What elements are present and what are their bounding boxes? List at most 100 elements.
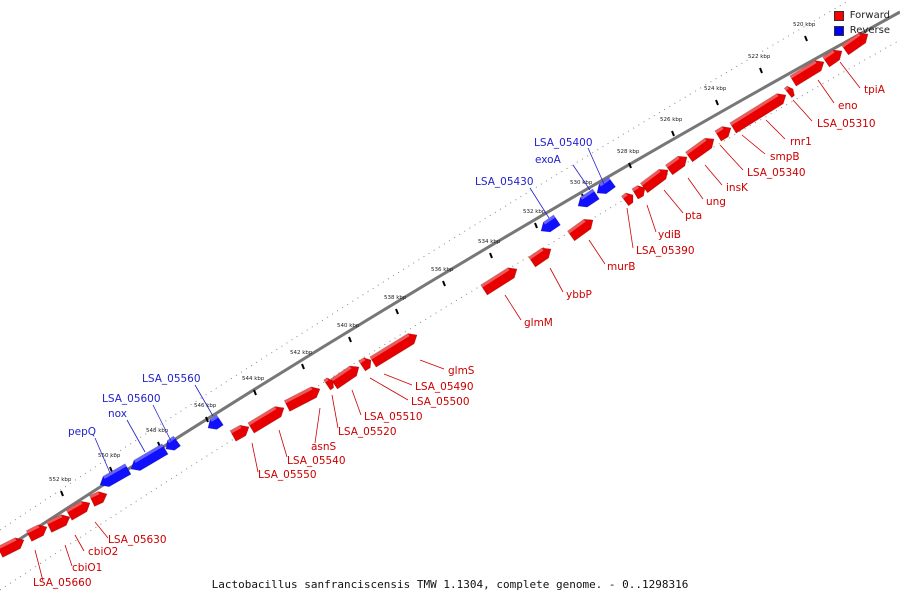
gene-arrow[interactable]: [247, 403, 287, 434]
gene-label[interactable]: exoA: [535, 154, 562, 166]
legend-item-reverse: Reverse: [833, 23, 890, 38]
gene-label[interactable]: pepQ: [68, 426, 96, 438]
gene-label[interactable]: LSA_05430: [475, 176, 534, 188]
gene-leader-line: [765, 119, 786, 140]
gene-leader-line: [839, 61, 861, 89]
gene-arrow[interactable]: [528, 244, 555, 268]
gene-label[interactable]: asnS: [311, 441, 337, 453]
figure-caption: Lactobacillus sanfranciscensis TMW 1.130…: [211, 578, 689, 591]
gene-arrow[interactable]: [538, 214, 561, 236]
gene-arrow[interactable]: [685, 134, 717, 163]
tick-mark: [109, 466, 113, 473]
gene-arrow[interactable]: [162, 435, 181, 454]
tick-mark: [442, 280, 446, 287]
gene-arrow[interactable]: [229, 422, 252, 442]
gene-label[interactable]: glmS: [448, 365, 475, 377]
tick-mark: [759, 67, 763, 74]
gene-leader-line: [278, 429, 288, 458]
gene-leader-line: [687, 177, 704, 200]
gene-arrow[interactable]: [729, 90, 789, 134]
gene-arrow[interactable]: [25, 522, 49, 542]
gene-arrow[interactable]: [620, 190, 636, 207]
gene-arrow[interactable]: [841, 29, 872, 56]
gene-arrow[interactable]: [665, 152, 690, 176]
gene-label[interactable]: LSA_05340: [747, 167, 806, 179]
gene-label[interactable]: tpiA: [864, 84, 886, 96]
tick-mark: [395, 308, 399, 315]
gene-arrow[interactable]: [97, 463, 132, 490]
gene-arrow[interactable]: [128, 443, 169, 474]
gene-label[interactable]: ung: [706, 196, 726, 208]
tick-label: 550 kbp: [98, 453, 121, 459]
gene-label[interactable]: LSA_05510: [364, 411, 423, 423]
gene-arrow[interactable]: [783, 84, 796, 99]
tick-mark: [628, 162, 632, 169]
gene-arrow[interactable]: [358, 355, 375, 372]
gene-label[interactable]: eno: [838, 100, 858, 112]
gene-label[interactable]: rnr1: [790, 136, 812, 148]
tick-label: 538 kbp: [384, 295, 407, 301]
gene-leader-line: [529, 187, 550, 219]
gene-arrow[interactable]: [575, 188, 600, 211]
gene-arrow[interactable]: [480, 264, 520, 296]
gene-arrow[interactable]: [46, 512, 72, 533]
tick-label: 530 kbp: [570, 180, 593, 186]
gene-leader-line: [792, 99, 813, 122]
gene-arrow[interactable]: [323, 376, 337, 391]
tick-mark: [534, 222, 538, 229]
gene-leader-line: [419, 359, 445, 370]
gene-arrow[interactable]: [369, 330, 420, 368]
gene-label[interactable]: LSA_05660: [33, 577, 92, 589]
gene-arrow[interactable]: [65, 498, 93, 521]
gene-leader-line: [704, 164, 723, 186]
gene-arrow[interactable]: [593, 176, 616, 198]
gene-label[interactable]: LSA_05490: [415, 381, 474, 393]
tick-mark: [301, 363, 305, 370]
gene-leader-line: [369, 377, 409, 401]
reverse-swatch: [833, 25, 844, 36]
gene-arrow[interactable]: [283, 384, 322, 412]
gene-leader-line: [94, 437, 111, 474]
gene-leader-line: [504, 294, 522, 321]
gene-label[interactable]: LSA_05400: [534, 137, 593, 149]
gene-label[interactable]: insK: [726, 182, 749, 194]
gene-arrow[interactable]: [205, 414, 224, 433]
gene-label[interactable]: glmM: [524, 317, 553, 329]
gene-label[interactable]: nox: [108, 408, 127, 420]
gene-arrow[interactable]: [789, 57, 827, 87]
gene-label[interactable]: ybbP: [566, 289, 592, 301]
gene-label[interactable]: murB: [607, 261, 635, 273]
gene-label[interactable]: pta: [685, 210, 702, 222]
tick-mark: [804, 35, 808, 42]
gene-arrow[interactable]: [330, 362, 363, 390]
legend-reverse-label: Reverse: [849, 25, 890, 36]
gene-arrow[interactable]: [0, 535, 27, 558]
gene-arrow[interactable]: [822, 46, 846, 68]
gene-arrow[interactable]: [714, 123, 734, 142]
gene-label[interactable]: LSA_05630: [108, 534, 167, 546]
gene-label[interactable]: cbiO2: [88, 546, 118, 558]
gene-arrow[interactable]: [89, 489, 109, 507]
gene-label[interactable]: smpB: [770, 151, 800, 163]
gene-arrow[interactable]: [639, 165, 671, 194]
gene-label[interactable]: LSA_05550: [258, 469, 317, 481]
gene-leader-line: [152, 404, 172, 442]
gene-label[interactable]: LSA_05540: [287, 455, 346, 467]
gene-label[interactable]: cbiO1: [72, 562, 102, 574]
gene-label[interactable]: LSA_05520: [338, 426, 397, 438]
gene-label[interactable]: LSA_05560: [142, 373, 201, 385]
gene-label[interactable]: LSA_05390: [636, 245, 695, 257]
gene-label[interactable]: LSA_05500: [411, 396, 470, 408]
gene-label[interactable]: LSA_05600: [102, 393, 161, 405]
gene-leader-line: [741, 134, 766, 155]
gene-leader-line: [194, 384, 214, 417]
tick-label: 552 kbp: [49, 477, 72, 483]
gene-arrow[interactable]: [567, 215, 596, 242]
gene-arrow[interactable]: [631, 183, 648, 200]
gene-label[interactable]: ydiB: [658, 229, 681, 241]
gene-leader-line: [549, 267, 564, 293]
gene-label[interactable]: LSA_05310: [817, 118, 876, 130]
gene-leader-line: [34, 549, 44, 582]
tick-mark: [671, 130, 675, 137]
tick-label: 526 kbp: [660, 117, 683, 123]
